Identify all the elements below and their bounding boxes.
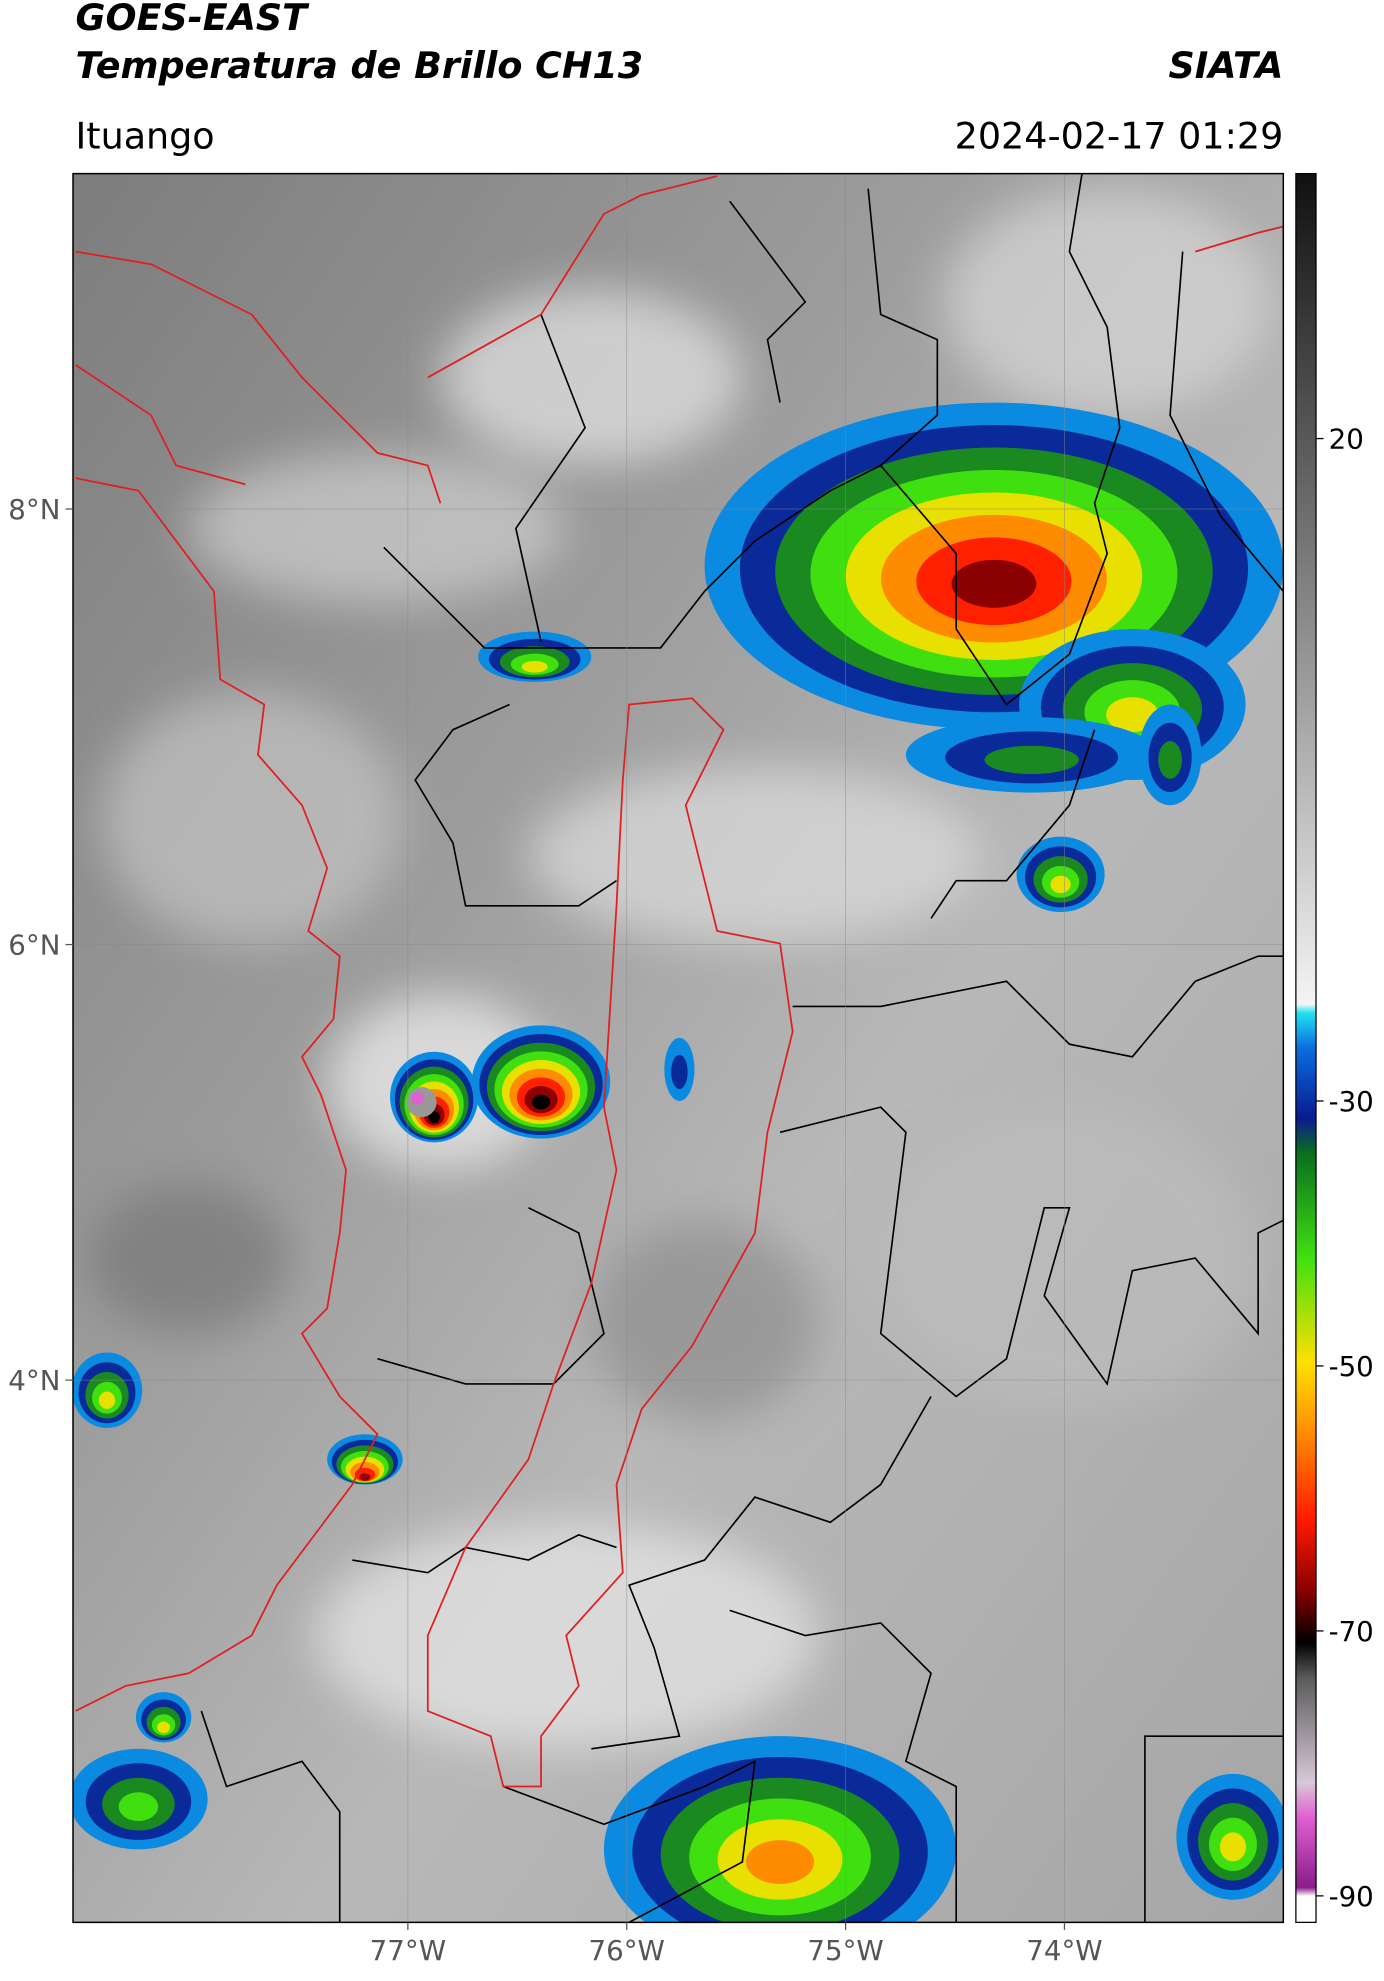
- y-tick-label: 4°N: [8, 1364, 60, 1397]
- storm-layer: [428, 1111, 440, 1124]
- storm-core: [411, 1092, 425, 1105]
- x-tick-label: 76°W: [589, 1934, 665, 1967]
- map-frame: [72, 172, 1285, 1924]
- storm-layer: [1219, 1832, 1247, 1862]
- source: SIATA: [1168, 44, 1283, 87]
- y-tick-label: 6°N: [8, 929, 60, 962]
- storm-layer: [951, 559, 1037, 608]
- storm-layer: [984, 745, 1079, 775]
- subtitle: Temperatura de Brillo CH13: [76, 44, 644, 87]
- colorbar-tick-label: -50: [1329, 1350, 1374, 1383]
- storm-layer: [1106, 697, 1159, 733]
- x-tick-label: 77°W: [370, 1934, 446, 1967]
- storms: [73, 402, 1284, 1923]
- storm-layer: [532, 1094, 551, 1110]
- title: GOES-EAST: [76, 0, 311, 39]
- storm-layer: [118, 1792, 159, 1822]
- coast-and-basin: [75, 175, 1284, 1788]
- storm-layer: [521, 660, 548, 673]
- storm-layer: [359, 1473, 371, 1481]
- colorbar-tick-label: -90: [1329, 1880, 1374, 1913]
- admin-borders: [200, 173, 1284, 1923]
- storm-layer: [745, 1840, 815, 1884]
- location: Ituango: [76, 114, 215, 157]
- storm-layer: [1050, 875, 1071, 894]
- x-tick-label: 75°W: [807, 1934, 883, 1967]
- map: [73, 173, 1284, 1923]
- colorbar-tick-label: -70: [1329, 1615, 1374, 1648]
- storm-layer: [98, 1391, 116, 1409]
- storm-layer: [157, 1721, 170, 1734]
- clouds: [88, 188, 1271, 1749]
- storm-layer: [671, 1054, 688, 1090]
- datetime: 2024-02-17 01:29: [955, 114, 1284, 157]
- storm-layer: [1158, 741, 1182, 779]
- y-tick-label: 8°N: [8, 493, 60, 526]
- colorbar-tick-label: -30: [1329, 1085, 1374, 1118]
- colorbar: [1295, 172, 1317, 1924]
- colorbar-tick-label: 20: [1329, 423, 1364, 456]
- x-tick-label: 74°W: [1026, 1934, 1102, 1967]
